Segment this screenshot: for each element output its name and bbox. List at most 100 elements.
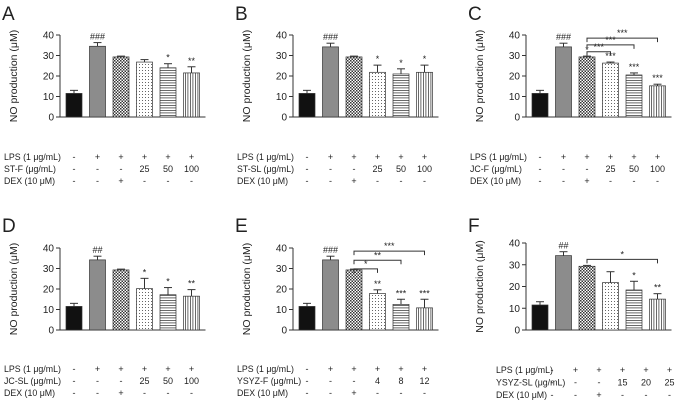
bracket-label: *** [593,42,604,52]
bar [183,72,200,118]
treatment-cell: 4 [375,376,380,386]
bar [602,282,619,331]
y-tick-label: 10 [509,92,521,103]
treatment-cell: - [376,388,379,398]
bracket-line [586,258,658,264]
comparison-bracket: *** [586,28,658,43]
treatment-cell: 25 [605,164,615,174]
treatment-cell: + [118,364,123,374]
significance-label: * [143,267,147,277]
bar [649,85,666,118]
y-tick-label: 40 [43,31,55,42]
treatment-cell: + [608,152,613,162]
significance-label: * [376,54,380,64]
treatment-cell: - [73,388,76,398]
treatment-cell: - [329,176,332,186]
treatment-cell: + [142,364,147,374]
bar [159,67,177,118]
bar [578,56,596,118]
y-tick-label: 40 [509,31,521,42]
significance-label: ### [323,32,338,42]
treatment-cell: + [667,365,672,375]
treatment-cell: - [73,364,76,374]
y-tick-label: 40 [509,239,521,250]
significance-label: ## [558,241,568,251]
treatment-cell: - [668,390,671,400]
treatment-cell: 100 [650,164,665,174]
bar [65,93,83,118]
treatment-cell: - [609,176,612,186]
y-axis-label: NO production (μM) [8,30,20,122]
y-tick-label: 10 [43,305,55,316]
y-tick-label: 0 [281,113,287,124]
treatment-cell: - [306,376,309,386]
treatment-cell: - [306,388,309,398]
bar [345,269,363,331]
treatment-cell: - [551,378,554,388]
bar [531,304,549,331]
treatment-cell: + [118,176,123,186]
treatment-cell: 100 [184,164,199,174]
treatment-cell: - [633,176,636,186]
y-tick-label: 20 [276,72,288,83]
treatment-row-label: JC-SL (μg/mL) [4,376,61,386]
treatment-cell: + [165,364,170,374]
comparison-bracket: * [353,259,378,273]
y-tick-label: 10 [43,92,55,103]
treatment-cell: - [167,176,170,186]
treatment-row-label: DEX (10 μM) [237,388,288,398]
treatment-cell: + [95,364,100,374]
treatment-cell: - [120,164,123,174]
panel-label: C [468,4,482,25]
y-axis-label: NO production (μM) [474,240,486,332]
y-tick-label: 30 [276,264,288,275]
treatment-cell: 8 [398,376,403,386]
treatment-cell: - [400,176,403,186]
treatment-row-label: LPS (1 μg/mL) [470,152,527,162]
bar [531,93,549,118]
treatment-row-label: ST-F (μg/mL) [4,164,56,174]
treatment-cell: - [400,388,403,398]
bar [112,269,130,331]
significance-label: *** [605,51,616,61]
significance-label: ** [654,283,662,293]
significance-label: * [399,58,403,68]
treatment-cell: - [586,164,589,174]
panel-b: B NO production (μM) 0 10 20 30 40 ### * * * LPS (1… [235,4,439,186]
bar [136,61,153,118]
treatment-cell: + [655,152,660,162]
treatment-cell: - [539,152,542,162]
bar [183,295,200,331]
treatment-cell: - [73,176,76,186]
y-tick-label: 10 [276,92,288,103]
treatment-cell: 50 [163,376,173,386]
y-tick-label: 40 [43,244,55,255]
bar [112,56,130,118]
treatment-cell: - [562,176,565,186]
y-tick-label: 20 [43,72,55,83]
y-tick-label: 30 [43,264,55,275]
treatment-cell: + [561,152,566,162]
bar [65,306,83,331]
treatment-row-label: LPS (1 μg/mL) [496,365,553,375]
significance-label: *** [419,288,430,298]
bracket-label: * [620,249,624,259]
treatment-cell: - [551,390,554,400]
treatment-cell: - [376,176,379,186]
treatment-cell: + [351,152,356,162]
treatment-cell: - [167,388,170,398]
treatment-cell: - [190,388,193,398]
treatment-cell: + [596,390,601,400]
comparison-bracket: *** [586,35,635,49]
treatment-cell: + [422,364,427,374]
significance-label: *** [629,62,640,72]
significance-label: *** [652,73,663,83]
significance-label: * [423,54,427,64]
treatment-cell: - [574,378,577,388]
treatment-cell: 25 [664,378,674,388]
significance-label: ### [556,32,571,42]
y-tick-label: 0 [48,113,54,124]
